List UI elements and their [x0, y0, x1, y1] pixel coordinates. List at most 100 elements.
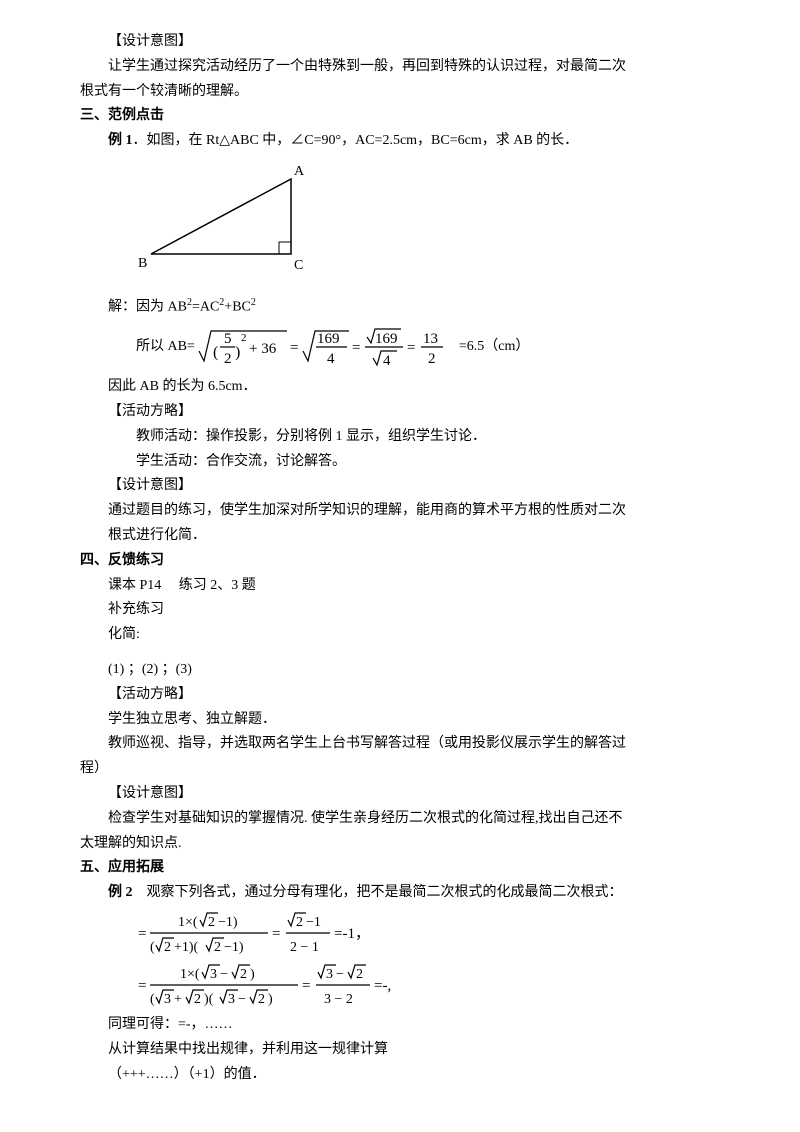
svg-text:1×(: 1×(: [178, 915, 198, 930]
text: =6.5（cm）: [459, 335, 530, 359]
paragraph: 教师巡视、指导，并选取两名学生上台书写解答过程（或用投影仪展示学生的解答过: [80, 732, 730, 756]
text: 解：因为 AB: [108, 299, 187, 314]
svg-text:2: 2: [428, 351, 436, 367]
svg-text:=: =: [138, 978, 146, 994]
svg-text:(: (: [150, 992, 155, 1007]
solution-line-3: 因此 AB 的长为 6.5cm．: [80, 375, 730, 399]
eq1-tail: =-1，: [334, 926, 370, 942]
strategy-heading: 【活动方略】: [80, 400, 730, 424]
svg-text:3: 3: [228, 992, 235, 1007]
svg-text:+ 36: + 36: [249, 341, 277, 357]
paragraph: 让学生通过探究活动经历了一个由特殊到一般，再回到特殊的认识过程，对最简二次: [80, 55, 730, 79]
svg-text:2: 2: [208, 915, 215, 930]
svg-text:−1): −1): [224, 940, 244, 955]
svg-text:=: =: [407, 340, 415, 356]
svg-text:3: 3: [326, 967, 333, 982]
equation-1: = 1×( 2 −1) ( 2 +1)( 2 −1) = 2 −1 2 − 1 …: [80, 909, 730, 957]
svg-text:169: 169: [317, 331, 340, 347]
example-2-line: 例 2 观察下列各式，通过分母有理化，把不是最简二次根式的化成最简二次根式：: [80, 881, 730, 905]
paragraph: 根式有一个较清晰的理解。: [80, 80, 730, 104]
svg-text:1×(: 1×(: [180, 967, 200, 982]
svg-text:3: 3: [210, 967, 217, 982]
triangle-label-b: B: [138, 256, 147, 271]
paragraph: 从计算结果中找出规律，并利用这一规律计算: [80, 1038, 730, 1062]
svg-text:−: −: [220, 967, 228, 982]
svg-text:=: =: [138, 926, 146, 942]
paragraph: 学生独立思考、独立解题．: [80, 708, 730, 732]
example-1-line: 例 1．如图，在 Rt△ABC 中，∠C=90°，AC=2.5cm，BC=6cm…: [80, 129, 730, 153]
paragraph: 化简:: [80, 623, 730, 647]
math-formula-1: ( 5 2 ) 2 + 36 = 169 4 = 169 4 = 13 2: [197, 323, 457, 371]
text: 所以 AB=: [136, 335, 195, 359]
equation-2: = 1×( 3 − 2 ) ( 3 + 2 )( 3 − 2 ) = 3 − 2…: [80, 961, 730, 1009]
svg-text:2: 2: [356, 967, 363, 982]
svg-text:2: 2: [241, 332, 247, 344]
svg-text:): ): [235, 344, 240, 361]
svg-text:): ): [268, 992, 273, 1007]
example-2-label: 例 2: [108, 885, 133, 900]
svg-text:2 − 1: 2 − 1: [290, 940, 319, 955]
svg-text:2: 2: [224, 351, 232, 367]
svg-text:4: 4: [327, 351, 335, 367]
section-5-heading: 五、应用拓展: [80, 856, 730, 880]
example-1-text: ．如图，在 Rt△ABC 中，∠C=90°，AC=2.5cm，BC=6cm，求 …: [133, 133, 579, 148]
intent-heading: 【设计意图】: [80, 474, 730, 498]
svg-text:2: 2: [194, 992, 201, 1007]
svg-text:−: −: [336, 967, 344, 982]
text: =AC: [192, 299, 219, 314]
paragraph: 补充练习: [80, 598, 730, 622]
svg-text:−1: −1: [306, 915, 321, 930]
paragraph: 通过题目的练习，使学生加深对所学知识的理解，能用商的算术平方根的性质对二次: [80, 499, 730, 523]
svg-text:2: 2: [258, 992, 265, 1007]
paragraph: (1) ；(2) ；(3): [80, 658, 730, 682]
section-4-heading: 四、反馈练习: [80, 549, 730, 573]
paragraph: 同理可得：=-，……: [80, 1013, 730, 1037]
svg-text:=: =: [352, 340, 360, 356]
example-2-text: 观察下列各式，通过分母有理化，把不是最简二次根式的化成最简二次根式：: [133, 885, 623, 900]
svg-text:(: (: [213, 344, 218, 361]
svg-text:5: 5: [224, 331, 232, 347]
paragraph: 学生活动：合作交流，讨论解答。: [80, 450, 730, 474]
svg-text:+: +: [174, 992, 182, 1007]
solution-line-1: 解：因为 AB2=AC2+BC2: [80, 294, 730, 319]
paragraph: （+++……）（+1）的值．: [80, 1063, 730, 1087]
solution-line-2: 所以 AB= ( 5 2 ) 2 + 36 = 169 4 = 169 4 = …: [80, 323, 730, 371]
triangle-label-a: A: [294, 164, 305, 179]
svg-text:2: 2: [296, 915, 303, 930]
example-1-label: 例 1: [108, 133, 133, 148]
svg-text:3: 3: [164, 992, 171, 1007]
svg-text:=: =: [272, 926, 280, 942]
triangle-figure: A B C: [136, 159, 336, 288]
svg-text:3 − 2: 3 − 2: [324, 992, 353, 1007]
paragraph: 教师活动：操作投影，分别将例 1 显示，组织学生讨论．: [80, 425, 730, 449]
math-formula-3: = 1×( 3 − 2 ) ( 3 + 2 )( 3 − 2 ) = 3 − 2…: [138, 961, 448, 1009]
paragraph: 根式进行化简．: [80, 524, 730, 548]
eq2-tail: =-,: [374, 978, 391, 994]
triangle-label-c: C: [294, 258, 303, 273]
paragraph: 程）: [80, 757, 730, 781]
svg-text:+1)(: +1)(: [174, 940, 199, 955]
svg-text:169: 169: [375, 331, 398, 347]
svg-text:13: 13: [423, 331, 438, 347]
svg-text:2: 2: [164, 940, 171, 955]
svg-text:): ): [250, 967, 255, 982]
design-intent-heading: 【设计意图】: [80, 30, 730, 54]
svg-text:)(: )(: [204, 992, 214, 1007]
paragraph: 课本 P14 练习 2、3 题: [80, 574, 730, 598]
section-3-heading: 三、范例点击: [80, 104, 730, 128]
svg-text:=: =: [290, 340, 298, 356]
svg-text:=: =: [302, 978, 310, 994]
svg-text:−1): −1): [218, 915, 238, 930]
paragraph: 检查学生对基础知识的掌握情况. 使学生亲身经历二次根式的化简过程,找出自己还不: [80, 807, 730, 831]
svg-text:4: 4: [383, 353, 391, 369]
strategy-heading-2: 【活动方略】: [80, 683, 730, 707]
svg-text:2: 2: [214, 940, 221, 955]
spacer: [80, 648, 730, 658]
intent-heading-2: 【设计意图】: [80, 782, 730, 806]
svg-text:2: 2: [240, 967, 247, 982]
paragraph: 太理解的知识点.: [80, 832, 730, 856]
math-formula-2: = 1×( 2 −1) ( 2 +1)( 2 −1) = 2 −1 2 − 1 …: [138, 909, 428, 957]
text: +BC: [224, 299, 251, 314]
svg-text:−: −: [238, 992, 246, 1007]
svg-text:(: (: [150, 940, 155, 955]
